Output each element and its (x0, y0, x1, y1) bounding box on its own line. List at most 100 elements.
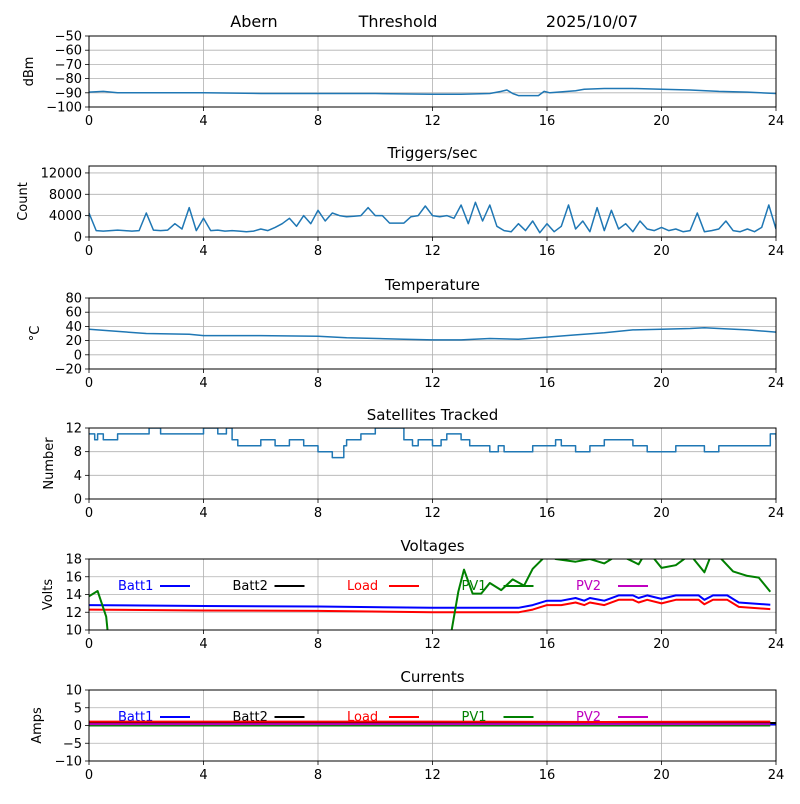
x-tick-label: 12 (424, 114, 441, 129)
y-tick-label: 0 (74, 493, 82, 508)
x-tick-label: 4 (199, 114, 207, 129)
x-tick-label: 4 (199, 637, 207, 652)
y-tick-label: −10 (55, 755, 82, 770)
y-tick-label: 14 (65, 588, 82, 603)
subplot-title: Voltages (400, 537, 464, 555)
y-tick-label: 0 (74, 719, 82, 734)
x-tick-label: 20 (653, 637, 670, 652)
y-axis-label: dBm (22, 57, 37, 87)
x-tick-label: 16 (539, 376, 556, 391)
y-tick-label: −5 (63, 737, 82, 752)
subplot-title: Temperature (384, 276, 480, 294)
legend-label-load: Load (347, 579, 378, 594)
x-tick-label: 12 (424, 376, 441, 391)
subplot-4: 0 4 8 12 16 20 24 10 12 14 16 18 Batt1 Batt2 Load PV1 PV… (41, 537, 784, 674)
subplot-3: 0 4 8 12 16 20 24 0 4 8 12 Satellites Tracked Number (42, 406, 784, 521)
x-tick-label: 8 (314, 244, 322, 259)
y-tick-label: −100 (46, 101, 82, 116)
x-tick-label: 0 (85, 376, 93, 391)
y-tick-label: 0 (74, 231, 82, 246)
x-tick-label: 12 (424, 637, 441, 652)
y-tick-label: 18 (65, 553, 82, 568)
subplot-title: Triggers/sec (387, 144, 478, 162)
x-tick-label: 24 (768, 244, 785, 259)
x-tick-label: 8 (314, 637, 322, 652)
y-tick-label: 60 (65, 306, 82, 321)
y-tick-label: 20 (65, 334, 82, 349)
x-tick-label: 24 (768, 637, 785, 652)
legend-label-pv1: PV1 (462, 579, 487, 594)
x-tick-label: 16 (539, 506, 556, 521)
x-tick-label: 20 (653, 376, 670, 391)
y-tick-label: 12 (65, 422, 82, 437)
y-axis-label: Number (42, 437, 57, 490)
y-tick-label: 80 (65, 292, 82, 307)
x-tick-label: 8 (314, 506, 322, 521)
x-tick-label: 4 (199, 376, 207, 391)
y-tick-label: 12 (65, 606, 82, 621)
x-tick-label: 8 (314, 114, 322, 129)
legend-label-batt2: Batt2 (233, 579, 268, 594)
legend-label-batt1: Batt1 (118, 579, 153, 594)
y-tick-label: 8000 (49, 188, 82, 203)
x-tick-label: 16 (539, 114, 556, 129)
y-axis-label: Count (16, 182, 31, 221)
x-tick-label: 0 (85, 244, 93, 259)
y-tick-label: 10 (65, 684, 82, 699)
y-tick-label: 8 (74, 445, 82, 460)
y-tick-label: −50 (55, 30, 82, 45)
x-tick-label: 24 (768, 768, 785, 783)
x-tick-label: 16 (539, 637, 556, 652)
x-tick-label: 4 (199, 506, 207, 521)
x-tick-label: 16 (539, 244, 556, 259)
x-tick-label: 4 (199, 768, 207, 783)
y-tick-label: −90 (55, 86, 82, 101)
y-tick-label: 10 (65, 624, 82, 639)
subplot-0: 0 4 8 12 16 20 24 −100−90−80−70−60−50 dBm (22, 30, 784, 130)
x-tick-label: 20 (653, 768, 670, 783)
x-tick-label: 0 (85, 114, 93, 129)
x-tick-label: 12 (424, 506, 441, 521)
legend-label-pv2: PV2 (576, 579, 601, 594)
y-tick-label: −20 (55, 363, 82, 378)
x-tick-label: 16 (539, 768, 556, 783)
legend-label-pv1: PV1 (462, 710, 487, 725)
x-tick-label: 0 (85, 506, 93, 521)
y-tick-label: 5 (74, 701, 82, 716)
y-axis-label: °C (28, 326, 43, 342)
x-tick-label: 20 (653, 506, 670, 521)
header-station: Abern (230, 12, 277, 31)
y-tick-label: 0 (74, 348, 82, 363)
header-mode: Threshold (358, 12, 438, 31)
header-date: 2025/10/07 (546, 12, 638, 31)
x-tick-label: 24 (768, 114, 785, 129)
x-tick-label: 8 (314, 768, 322, 783)
x-tick-label: 20 (653, 114, 670, 129)
y-tick-label: −70 (55, 58, 82, 73)
x-tick-label: 24 (768, 376, 785, 391)
subplot-title: Satellites Tracked (367, 406, 498, 424)
x-tick-label: 20 (653, 244, 670, 259)
x-tick-label: 12 (424, 244, 441, 259)
x-tick-label: 0 (85, 637, 93, 652)
y-axis-label: Amps (30, 707, 45, 744)
y-tick-label: 4000 (49, 209, 82, 224)
y-tick-label: −60 (55, 44, 82, 59)
y-axis-label: Volts (41, 579, 56, 611)
y-tick-label: 40 (65, 320, 82, 335)
x-tick-label: 24 (768, 506, 785, 521)
legend-label-batt2: Batt2 (233, 710, 268, 725)
y-tick-label: 12000 (41, 166, 82, 181)
legend-label-load: Load (347, 710, 378, 725)
y-tick-label: 4 (74, 469, 82, 484)
x-tick-label: 0 (85, 768, 93, 783)
x-tick-label: 8 (314, 376, 322, 391)
subplot-title: Currents (400, 668, 464, 686)
y-tick-label: −80 (55, 72, 82, 87)
y-tick-label: 16 (65, 570, 82, 585)
legend-label-pv2: PV2 (576, 710, 601, 725)
x-tick-label: 12 (424, 768, 441, 783)
